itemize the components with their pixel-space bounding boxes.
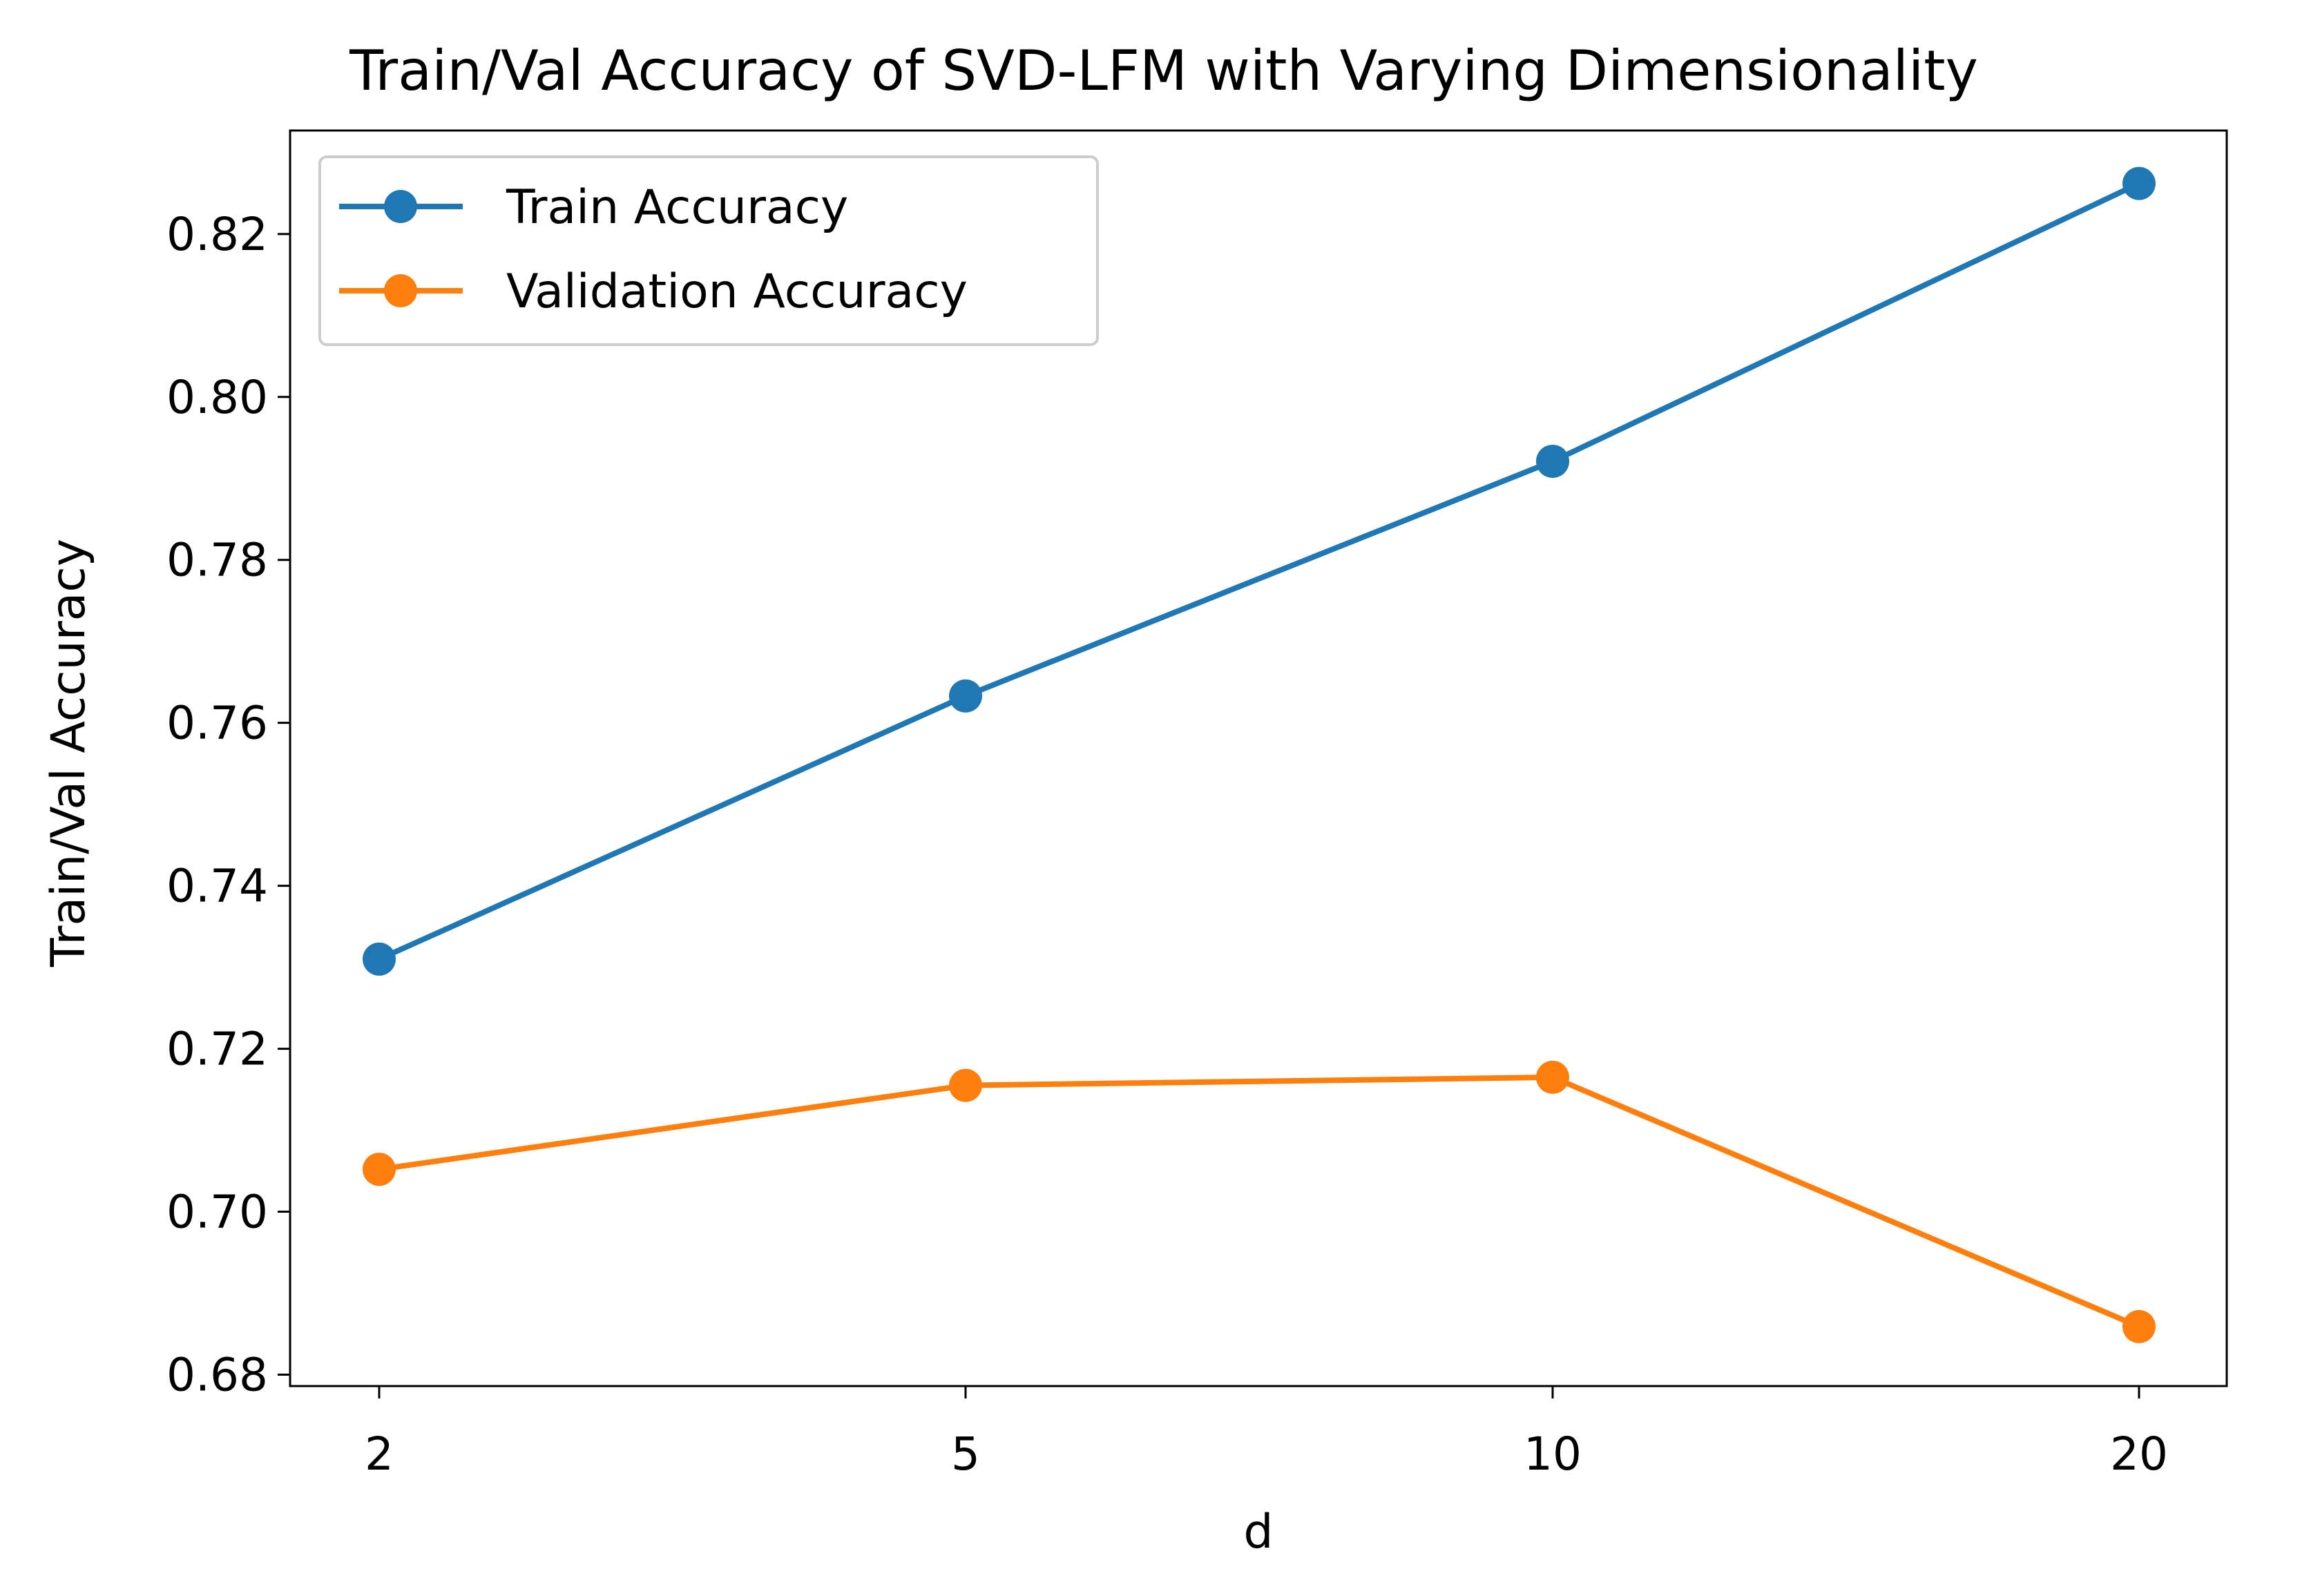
legend-label: Validation Accuracy xyxy=(506,265,968,319)
legend: Train Accuracy Validation Accuracy xyxy=(318,155,1099,346)
y-tick-label: 0.70 xyxy=(166,1186,268,1239)
legend-frame xyxy=(318,155,1099,346)
y-tick-label: 0.76 xyxy=(166,697,268,750)
legend-item: Train Accuracy xyxy=(339,180,848,235)
y-tick-label: 0.82 xyxy=(166,208,268,261)
x-tick-label: 20 xyxy=(2110,1427,2168,1481)
series-1 xyxy=(363,1060,2156,1343)
series-0 xyxy=(363,166,2156,976)
legend-marker xyxy=(384,190,417,223)
data-point xyxy=(363,1153,396,1186)
data-point xyxy=(949,1068,982,1102)
x-axis: 2 5 10 20 xyxy=(365,1386,2168,1481)
legend-label: Train Accuracy xyxy=(506,180,848,235)
x-tick-label: 10 xyxy=(1524,1427,1582,1481)
series-line xyxy=(376,1074,2143,1331)
legend-marker xyxy=(384,274,417,307)
legend-item: Validation Accuracy xyxy=(339,265,968,319)
data-point xyxy=(363,942,396,976)
series-layer xyxy=(363,166,2156,1343)
data-point xyxy=(2122,1309,2156,1343)
data-point xyxy=(1536,1060,1569,1094)
y-tick-label: 0.72 xyxy=(166,1023,268,1076)
x-tick-label: 2 xyxy=(365,1427,394,1481)
y-tick-label: 0.68 xyxy=(166,1348,268,1401)
y-tick-label: 0.78 xyxy=(166,534,268,587)
data-point xyxy=(949,679,982,713)
chart-title: Train/Val Accuracy of SVD-LFM with Varyi… xyxy=(349,39,1978,103)
data-point xyxy=(1536,444,1569,478)
y-tick-label: 0.80 xyxy=(166,371,268,424)
x-axis-label: d xyxy=(1243,1505,1273,1559)
x-tick-label: 5 xyxy=(951,1427,980,1481)
y-tick-label: 0.74 xyxy=(166,860,268,913)
y-axis-label: Train/Val Accuracy xyxy=(41,539,96,968)
plot-frame xyxy=(289,129,2228,1387)
series-line xyxy=(375,180,2143,963)
y-axis: 0.68 0.70 0.72 0.74 0.76 0.78 0.80 0.82 xyxy=(166,208,290,1401)
plot-area: 0.68 0.70 0.72 0.74 0.76 0.78 0.80 0.82 2 5 10 20 xyxy=(166,129,2228,1481)
data-point xyxy=(2122,166,2156,200)
